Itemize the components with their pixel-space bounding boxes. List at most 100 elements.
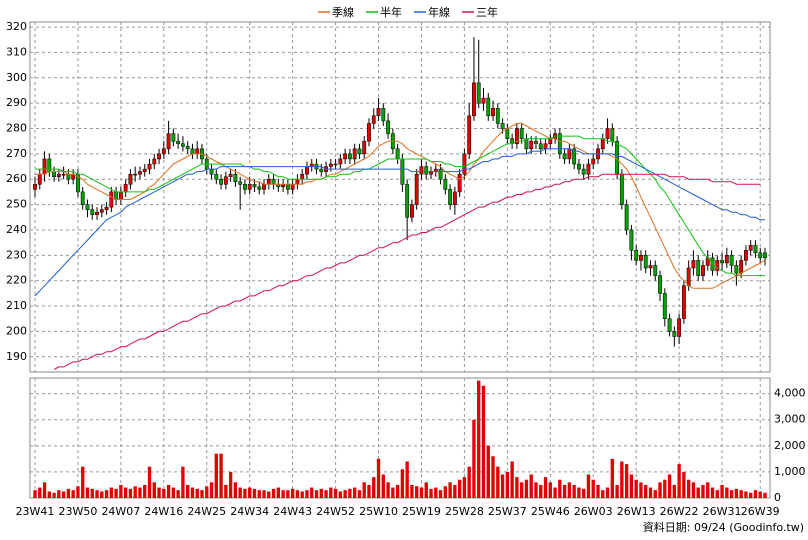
- x-tick-label: 25W37: [488, 505, 527, 518]
- candle-body: [610, 128, 615, 142]
- y-tick-label: 260: [6, 172, 27, 185]
- candle-body: [319, 168, 324, 172]
- volume-bar: [639, 482, 643, 498]
- candle-body: [691, 260, 696, 269]
- candle-body: [600, 138, 605, 150]
- candle-body: [305, 166, 309, 175]
- volume-bar: [138, 487, 142, 498]
- volume-bar: [295, 490, 300, 498]
- volume-bar: [42, 482, 47, 498]
- volume-bar: [629, 474, 634, 498]
- candle-body: [739, 260, 744, 274]
- volume-bar: [329, 487, 333, 498]
- volume-bar: [534, 482, 538, 498]
- volume-bar: [720, 484, 724, 498]
- volume-bar: [658, 482, 662, 498]
- volume-bar: [57, 490, 61, 498]
- candle-body: [52, 171, 57, 177]
- y-tick-label: 200: [6, 324, 27, 337]
- volume-bar: [305, 490, 309, 498]
- volume-bar: [653, 490, 657, 498]
- volume-bar: [333, 488, 338, 498]
- x-tick-label: 25W10: [359, 505, 398, 518]
- candle-body: [529, 140, 534, 150]
- volume-bar: [481, 385, 486, 498]
- volume-bar: [219, 453, 223, 498]
- volume-bar: [524, 479, 529, 498]
- candle-body: [577, 163, 581, 170]
- candle-body: [386, 120, 390, 134]
- candle-body: [42, 158, 47, 175]
- volume-bar: [515, 477, 519, 498]
- candle-body: [715, 260, 720, 271]
- volume-tick-label: 1,000: [774, 465, 806, 478]
- volume-bar: [558, 479, 562, 498]
- volume-bar: [739, 490, 743, 498]
- candle-body: [639, 255, 643, 261]
- candle-body: [47, 158, 52, 172]
- ma-line: [34, 148, 765, 297]
- volume-bar: [391, 487, 395, 498]
- candle-body: [448, 189, 453, 205]
- volume-bar: [338, 491, 343, 498]
- candle-body: [352, 148, 357, 160]
- candle-body: [381, 107, 386, 122]
- volume-bar: [238, 487, 242, 498]
- volume-bar: [725, 487, 729, 498]
- volume-bar: [701, 484, 705, 498]
- volume-bar: [372, 477, 376, 498]
- volume-bar: [71, 490, 75, 498]
- candle-body: [405, 184, 410, 218]
- candle-body: [643, 255, 648, 269]
- volume-bar: [539, 484, 543, 498]
- volume-bar: [400, 469, 405, 498]
- candle-body: [367, 123, 371, 142]
- volume-bar: [290, 488, 295, 498]
- candle-body: [195, 148, 200, 155]
- candle-body: [629, 229, 634, 251]
- candle-body: [214, 173, 219, 180]
- x-tick-label: 24W07: [101, 505, 140, 518]
- volume-bar: [386, 482, 390, 498]
- volume-bar: [157, 487, 161, 498]
- candle-body: [452, 191, 457, 205]
- volume-bar: [367, 484, 371, 498]
- y-tick-label: 300: [6, 71, 27, 84]
- volume-bar: [128, 488, 133, 498]
- volume-bar: [691, 482, 696, 498]
- volume-bar: [734, 488, 739, 498]
- candle-body: [748, 244, 753, 251]
- volume-bar: [353, 487, 357, 498]
- volume-bar: [343, 490, 347, 498]
- volume-bar: [324, 490, 328, 498]
- volume-bar: [453, 484, 457, 498]
- volume-bar: [190, 487, 195, 498]
- volume-bar: [686, 479, 691, 498]
- x-tick-label: 24W43: [273, 505, 312, 518]
- candle-body: [80, 191, 85, 205]
- volume-frame: [29, 377, 771, 499]
- candle-body: [720, 260, 724, 264]
- volume-bar: [395, 484, 400, 498]
- candle-body: [701, 265, 705, 276]
- y-tick-label: 220: [6, 274, 27, 287]
- volume-bar: [667, 474, 672, 498]
- candle-body: [572, 148, 577, 165]
- volume-bar: [209, 482, 214, 498]
- candle-body: [262, 184, 266, 190]
- candle-body: [123, 184, 128, 193]
- candle-body: [662, 293, 667, 319]
- volume-bar: [243, 488, 247, 498]
- candle-body: [667, 318, 672, 332]
- volume-bar: [248, 487, 252, 498]
- volume-bar: [262, 490, 266, 498]
- candle-body: [99, 209, 104, 213]
- candle-body: [410, 204, 414, 218]
- x-tick-label: 25W28: [445, 505, 484, 518]
- candle-body: [729, 255, 734, 266]
- candle-body: [743, 250, 748, 261]
- volume-bar: [572, 484, 576, 498]
- volume-bar: [267, 491, 271, 498]
- x-tick-label: 26W39: [741, 505, 780, 518]
- y-tick-label: 210: [6, 299, 27, 312]
